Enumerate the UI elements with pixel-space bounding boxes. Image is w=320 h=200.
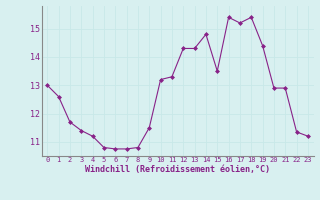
X-axis label: Windchill (Refroidissement éolien,°C): Windchill (Refroidissement éolien,°C) — [85, 165, 270, 174]
